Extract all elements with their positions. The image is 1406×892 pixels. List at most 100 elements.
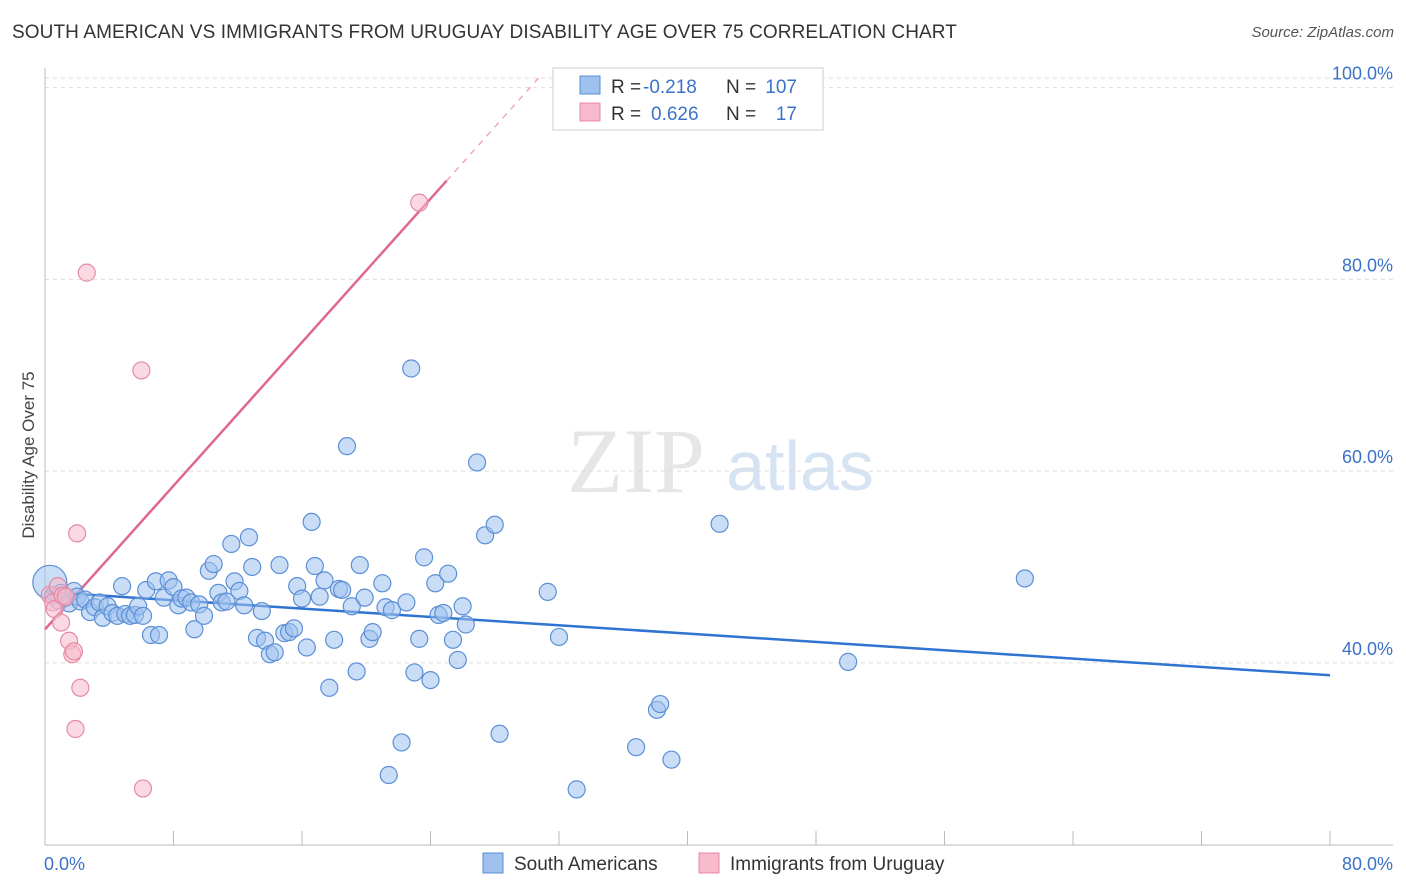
point-south-americans (297, 638, 316, 657)
point-south-americans (222, 534, 241, 554)
point-south-americans (284, 619, 304, 638)
legend-swatch-immigrants-uruguay (698, 852, 720, 874)
point-south-americans (270, 555, 289, 575)
stats-swatch-pink (579, 102, 601, 122)
point-south-americans (397, 593, 416, 612)
point-south-americans (204, 554, 223, 574)
y-tick-label: 60.0% (1342, 447, 1393, 467)
point-south-americans (456, 615, 475, 634)
point-south-americans (252, 601, 271, 621)
point-immigrants-uruguay (132, 361, 151, 380)
point-immigrants-uruguay (66, 719, 85, 739)
point-immigrants-uruguay (56, 587, 75, 606)
watermark-zip: ZIP (567, 410, 705, 512)
data-points (32, 193, 1034, 799)
point-south-americans (315, 571, 334, 590)
point-south-americans (325, 630, 344, 649)
point-south-americans (453, 597, 472, 616)
point-south-americans (392, 733, 411, 752)
trend-line-immigrants-uruguay (44, 179, 448, 631)
chart-title: SOUTH AMERICAN VS IMMIGRANTS FROM URUGUA… (12, 22, 957, 43)
point-immigrants-uruguay (77, 263, 96, 282)
point-south-americans (410, 629, 429, 648)
point-south-americans (379, 765, 398, 785)
point-south-americans (133, 606, 153, 625)
trend-line-immigrants-uruguay-extension (446, 72, 544, 182)
point-south-americans (490, 724, 509, 743)
axes (44, 68, 1393, 846)
y-tick-label: 100.0% (1332, 64, 1393, 84)
point-south-americans (347, 662, 366, 681)
point-immigrants-uruguay (133, 779, 153, 798)
point-immigrants-uruguay (64, 642, 84, 661)
point-south-americans (839, 652, 858, 671)
point-south-americans (342, 597, 361, 616)
stats-r-label-2: R = (611, 104, 641, 125)
legend-swatch-south-americans (482, 852, 504, 874)
point-immigrants-uruguay (68, 524, 87, 543)
point-south-americans (382, 601, 402, 620)
point-south-americans (363, 623, 382, 642)
point-south-americans (333, 580, 352, 600)
watermark-atlas: atlas (726, 427, 874, 505)
point-south-americans (448, 650, 467, 670)
point-south-americans (549, 627, 569, 647)
point-south-americans (337, 437, 357, 456)
point-south-americans (1015, 569, 1034, 588)
point-south-americans (239, 528, 259, 547)
stats-r-label-1: R = (611, 77, 641, 98)
y-tick-label: 80.0% (1342, 255, 1393, 275)
point-south-americans (443, 630, 463, 649)
point-south-americans (567, 780, 586, 799)
y-axis-label: Disability Age Over 75 (19, 371, 38, 538)
y-tick-label: 40.0% (1342, 639, 1393, 659)
point-south-americans (467, 453, 487, 472)
point-south-americans (626, 738, 646, 757)
point-south-americans (355, 588, 374, 607)
point-south-americans (305, 556, 324, 576)
point-south-americans (185, 620, 204, 639)
point-south-americans (243, 557, 262, 577)
point-south-americans (414, 548, 434, 567)
point-south-americans (405, 663, 424, 682)
point-south-americans (662, 750, 681, 769)
point-south-americans (194, 606, 214, 625)
point-south-americans (292, 589, 312, 608)
point-south-americans (402, 359, 421, 378)
point-south-americans (373, 574, 392, 593)
point-south-americans (710, 514, 729, 533)
point-south-americans (235, 596, 254, 615)
source-credit: Source: ZipAtlas.com (1251, 24, 1394, 41)
point-south-americans (426, 574, 445, 593)
stats-n-value-1: 107 (765, 77, 797, 98)
point-south-americans (217, 592, 236, 611)
x-tick-label-max: 80.0% (1342, 854, 1393, 874)
point-south-americans (310, 587, 329, 606)
legend: South Americans Immigrants from Uruguay (482, 852, 945, 875)
point-south-americans (538, 582, 557, 601)
stats-box: R = -0.218 N = 107 R = 0.626 N = 17 (552, 67, 824, 131)
point-south-americans (149, 625, 169, 645)
stats-n-value-2: 17 (776, 104, 797, 125)
point-south-americans (350, 555, 369, 575)
stats-r-value-2: 0.626 (651, 104, 699, 125)
point-south-americans (302, 512, 321, 532)
stats-n-label-2: N = (726, 104, 756, 125)
stats-r-value-1: -0.218 (643, 77, 697, 98)
point-south-americans (112, 577, 132, 596)
watermark: ZIP atlas (567, 410, 874, 512)
point-south-americans (434, 603, 453, 623)
point-south-americans (485, 515, 504, 534)
point-south-americans (439, 564, 458, 583)
stats-swatch-blue (579, 75, 601, 95)
point-south-americans (421, 670, 440, 690)
point-immigrants-uruguay (71, 678, 90, 697)
point-south-americans (320, 678, 339, 697)
legend-label-south-americans: South Americans (514, 854, 658, 875)
point-south-americans (651, 694, 670, 714)
x-tick-label-min: 0.0% (44, 854, 85, 874)
point-immigrants-uruguay (51, 613, 71, 632)
point-immigrants-uruguay (410, 193, 429, 212)
stats-n-label-1: N = (726, 77, 756, 98)
